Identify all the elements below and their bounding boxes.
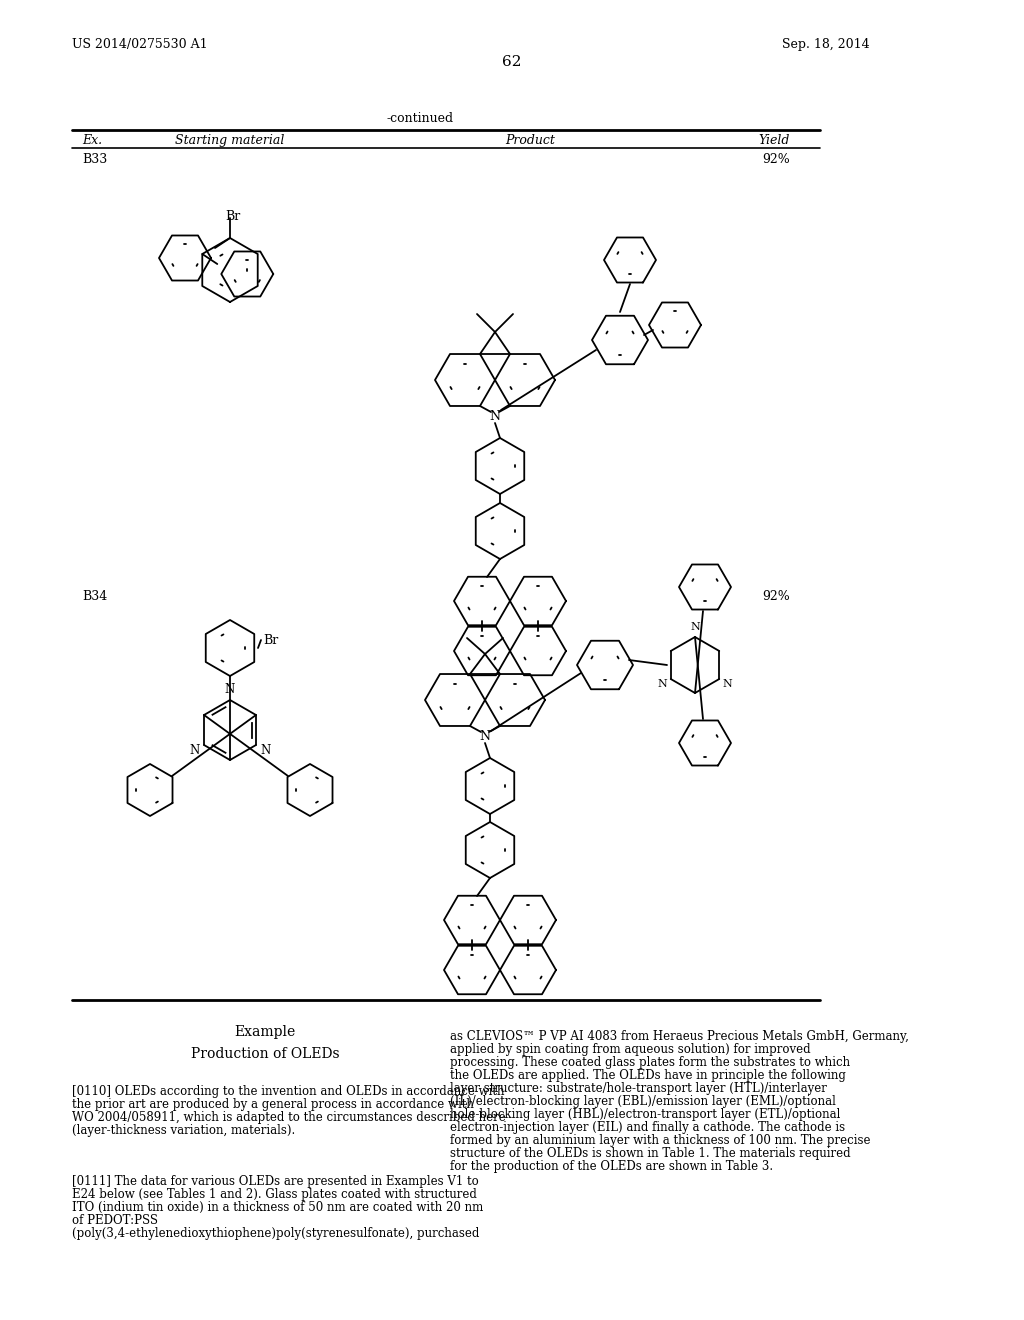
Text: the prior art are produced by a general process in accordance with: the prior art are produced by a general … <box>72 1098 474 1111</box>
Text: processing. These coated glass plates form the substrates to which: processing. These coated glass plates fo… <box>450 1056 850 1069</box>
Text: N: N <box>690 622 699 632</box>
Text: N: N <box>260 743 270 756</box>
Text: N: N <box>189 743 200 756</box>
Text: (poly(3,4-ethylenedioxythiophene)poly(styrenesulfonate), purchased: (poly(3,4-ethylenedioxythiophene)poly(st… <box>72 1228 479 1239</box>
Text: Product: Product <box>505 135 555 147</box>
Text: 62: 62 <box>502 55 522 69</box>
Text: N: N <box>723 678 732 689</box>
Text: structure of the OLEDs is shown in Table 1. The materials required: structure of the OLEDs is shown in Table… <box>450 1147 851 1160</box>
Text: Production of OLEDs: Production of OLEDs <box>190 1047 339 1061</box>
Text: (IL)/electron-blocking layer (EBL)/emission layer (EML)/optional: (IL)/electron-blocking layer (EBL)/emiss… <box>450 1096 836 1107</box>
Text: formed by an aluminium layer with a thickness of 100 nm. The precise: formed by an aluminium layer with a thic… <box>450 1134 870 1147</box>
Text: E24 below (see Tables 1 and 2). Glass plates coated with structured: E24 below (see Tables 1 and 2). Glass pl… <box>72 1188 477 1201</box>
Text: N: N <box>225 682 236 696</box>
Text: Br: Br <box>225 210 241 223</box>
Text: of PEDOT:PSS: of PEDOT:PSS <box>72 1214 158 1228</box>
Text: ITO (indium tin oxide) in a thickness of 50 nm are coated with 20 nm: ITO (indium tin oxide) in a thickness of… <box>72 1201 483 1214</box>
Text: WO 2004/058911, which is adapted to the circumstances described here: WO 2004/058911, which is adapted to the … <box>72 1111 506 1125</box>
Text: Starting material: Starting material <box>175 135 285 147</box>
Text: N: N <box>479 730 490 742</box>
Text: applied by spin coating from aqueous solution) for improved: applied by spin coating from aqueous sol… <box>450 1043 811 1056</box>
Text: [0111] The data for various OLEDs are presented in Examples V1 to: [0111] The data for various OLEDs are pr… <box>72 1175 479 1188</box>
Text: 92%: 92% <box>762 153 790 166</box>
Text: B34: B34 <box>82 590 108 603</box>
Text: Example: Example <box>234 1026 296 1039</box>
Text: N: N <box>657 678 668 689</box>
Text: as CLEVIOS™ P VP AI 4083 from Heraeus Precious Metals GmbH, Germany,: as CLEVIOS™ P VP AI 4083 from Heraeus Pr… <box>450 1030 909 1043</box>
Text: the OLEDs are applied. The OLEDs have in principle the following: the OLEDs are applied. The OLEDs have in… <box>450 1069 846 1082</box>
Text: B33: B33 <box>82 153 108 166</box>
Text: 92%: 92% <box>762 590 790 603</box>
Text: N: N <box>489 409 501 422</box>
Text: (layer-thickness variation, materials).: (layer-thickness variation, materials). <box>72 1125 295 1137</box>
Text: Ex.: Ex. <box>82 135 102 147</box>
Text: Br: Br <box>263 634 279 647</box>
Text: for the production of the OLEDs are shown in Table 3.: for the production of the OLEDs are show… <box>450 1160 773 1173</box>
Text: Sep. 18, 2014: Sep. 18, 2014 <box>782 38 870 51</box>
Text: [0110] OLEDs according to the invention and OLEDs in accordance with: [0110] OLEDs according to the invention … <box>72 1085 505 1098</box>
Text: hole-blocking layer (HBL)/electron-transport layer (ETL)/optional: hole-blocking layer (HBL)/electron-trans… <box>450 1107 841 1121</box>
Text: layer structure: substrate/hole-transport layer (HTL)/interlayer: layer structure: substrate/hole-transpor… <box>450 1082 826 1096</box>
Text: electron-injection layer (EIL) and finally a cathode. The cathode is: electron-injection layer (EIL) and final… <box>450 1121 845 1134</box>
Text: US 2014/0275530 A1: US 2014/0275530 A1 <box>72 38 208 51</box>
Text: Yield: Yield <box>759 135 790 147</box>
Text: -continued: -continued <box>386 112 454 125</box>
